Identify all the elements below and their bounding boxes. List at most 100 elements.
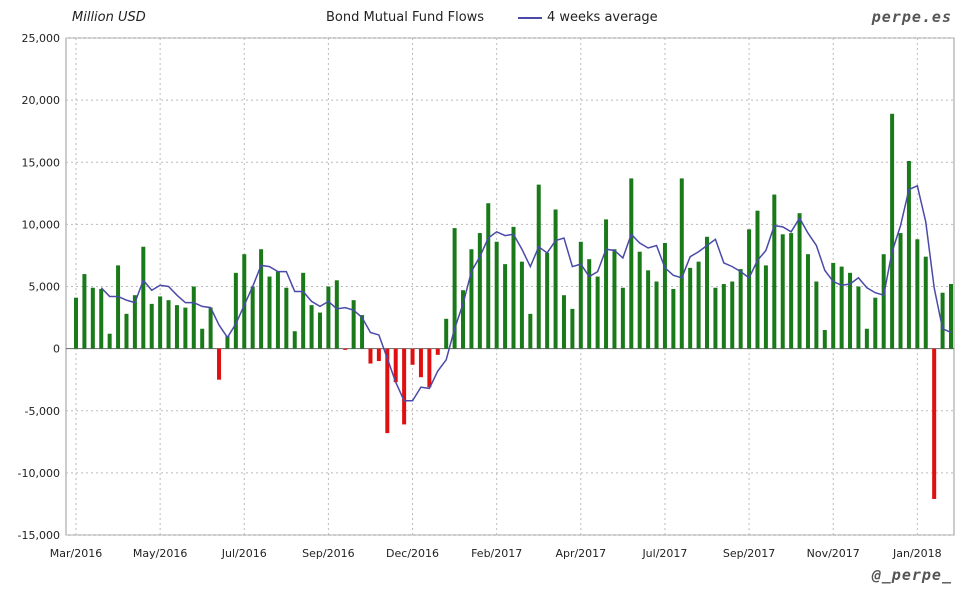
bar-layer — [74, 113, 953, 499]
x-tick-label: Dec/2016 — [386, 547, 439, 560]
flow-bar — [292, 331, 297, 349]
flow-bar — [275, 271, 280, 349]
flow-bar — [116, 265, 121, 349]
flow-bar — [124, 313, 129, 349]
average-line — [100, 184, 952, 402]
flow-bar — [932, 348, 937, 499]
flow-bar — [477, 233, 482, 349]
flow-bar — [721, 284, 726, 349]
flow-bar — [469, 249, 474, 349]
flow-bar — [452, 228, 457, 349]
flow-bar — [242, 254, 247, 349]
flow-bar — [713, 287, 718, 349]
flow-bar — [376, 348, 381, 362]
flow-bar — [503, 264, 508, 349]
flow-bar — [545, 252, 550, 349]
flow-bar — [688, 267, 693, 349]
flow-bar — [620, 287, 625, 349]
flow-bar — [595, 276, 600, 349]
y-tick-label: 0 — [53, 343, 60, 356]
flow-bar — [561, 295, 566, 349]
flow-bar — [679, 178, 684, 349]
flow-bar — [141, 246, 146, 349]
flow-bar — [839, 266, 844, 349]
flow-bar — [74, 297, 78, 349]
flow-bar — [385, 348, 390, 434]
flow-bar — [494, 241, 499, 349]
chart-title: Bond Mutual Fund Flows — [326, 10, 485, 25]
legend-line-swatch — [518, 16, 542, 19]
flow-bar — [82, 274, 87, 349]
flow-bar — [486, 203, 491, 349]
x-tick-label: Feb/2017 — [471, 547, 522, 560]
flow-bar — [570, 308, 575, 349]
flow-bar — [864, 328, 869, 349]
flow-bar — [435, 348, 440, 355]
flow-bar — [805, 254, 810, 349]
flow-bar — [822, 329, 827, 349]
plot-background — [65, 37, 955, 536]
flow-bar — [898, 233, 903, 349]
flow-bar — [604, 219, 609, 349]
flow-bar — [705, 236, 710, 349]
x-tick-label: Jul/2016 — [221, 547, 267, 560]
flow-bar — [418, 348, 423, 378]
flow-bar — [915, 239, 920, 349]
y-tick-label: -10,000 — [18, 467, 60, 480]
flow-bar — [696, 261, 701, 349]
flow-bar — [217, 348, 222, 380]
x-tick-label: Nov/2017 — [807, 547, 860, 560]
flow-bar — [873, 297, 878, 349]
y-tick-label: 10,000 — [22, 218, 61, 231]
flow-bar — [444, 318, 449, 349]
flow-bar — [132, 295, 137, 349]
flow-bar — [233, 272, 238, 349]
flow-bar — [183, 307, 188, 349]
brand-watermark-bottom: @_perpe_ — [871, 566, 952, 584]
flow-bar — [402, 348, 407, 425]
flow-bar — [940, 292, 945, 349]
brand-watermark-top: perpe.es — [871, 8, 952, 26]
flow-bar — [259, 249, 264, 349]
flow-bar — [301, 272, 306, 349]
flow-bar — [646, 270, 651, 349]
x-tick-label: Jul/2017 — [641, 547, 687, 560]
flow-bar — [107, 333, 112, 349]
flow-bar — [587, 259, 592, 349]
y-tick-label: -15,000 — [18, 529, 60, 542]
flow-bar — [250, 286, 255, 349]
flow-bar — [553, 209, 558, 349]
flow-bar — [174, 305, 179, 349]
x-tick-label: May/2016 — [133, 547, 187, 560]
flow-bar — [797, 213, 802, 349]
line-layer — [100, 184, 952, 402]
x-tick-label: Mar/2016 — [50, 547, 102, 560]
flow-bar — [309, 305, 314, 349]
flow-bar — [343, 348, 348, 350]
flow-bar — [351, 300, 356, 349]
y-tick-label: 25,000 — [22, 32, 61, 45]
flow-bar — [890, 113, 895, 349]
flow-bar — [831, 262, 836, 349]
legend-label: 4 weeks average — [547, 10, 658, 25]
flow-bar — [662, 243, 667, 349]
flow-bar — [208, 307, 213, 349]
flow-bar — [368, 348, 373, 364]
flow-bar — [730, 281, 735, 349]
flow-bar — [427, 348, 432, 388]
flow-bar — [671, 288, 676, 349]
flow-bar — [536, 184, 541, 349]
flow-bar — [334, 280, 339, 349]
flow-bar — [528, 313, 533, 349]
flow-bar — [461, 290, 466, 349]
y-tick-label: -5,000 — [25, 405, 60, 418]
flow-bar — [629, 178, 634, 349]
flow-bar — [393, 348, 398, 383]
x-tick-label: Apr/2017 — [555, 547, 606, 560]
flow-bar — [923, 256, 928, 349]
flow-bar — [654, 281, 659, 349]
flow-bar — [755, 210, 760, 349]
x-tick-label: Sep/2016 — [302, 547, 354, 560]
flow-bar — [158, 296, 163, 349]
